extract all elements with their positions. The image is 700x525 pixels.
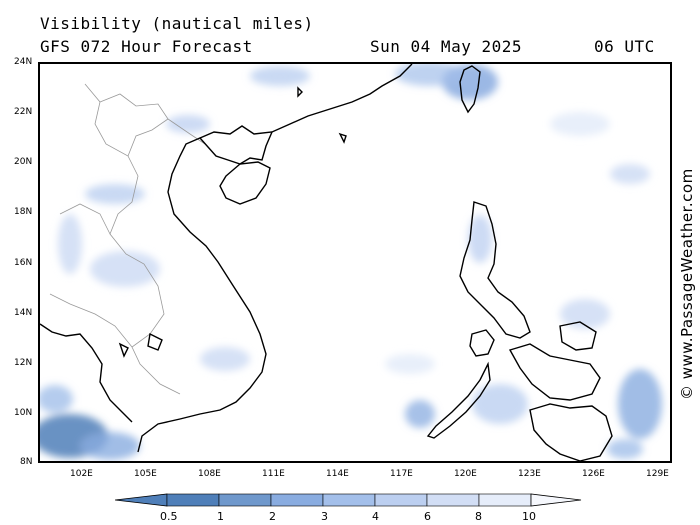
colorbar [115, 493, 582, 507]
islet [338, 132, 347, 144]
colorbar-label: 4 [372, 510, 379, 523]
lon-label-126e: 126E [582, 469, 605, 479]
lat-label-18n: 18N [14, 207, 33, 217]
palawan-island [426, 361, 491, 439]
visibility-patch [618, 369, 662, 439]
colorbar-label: 3 [321, 510, 328, 523]
visayas-islands [508, 343, 601, 401]
forecast-time: 06 UTC [594, 37, 655, 56]
watermark-text: © www.PassageWeather.com [678, 168, 696, 400]
colorbar-label: 8 [475, 510, 482, 523]
country-borders [49, 83, 206, 395]
visibility-patch [58, 214, 82, 274]
chart-title: Visibility (nautical miles) [40, 14, 314, 33]
lat-label-22n: 22N [14, 107, 33, 117]
thailand-coast [40, 323, 133, 423]
lat-label-8n: 8N [20, 457, 33, 467]
forecast-label: GFS 072 Hour Forecast [40, 37, 253, 56]
luzon-island [459, 201, 531, 339]
colorbar-label: 0.5 [160, 510, 178, 523]
visibility-patch [550, 112, 610, 136]
samar-island [559, 321, 597, 351]
colorbar-bin [322, 493, 376, 507]
colorbar-label: 2 [269, 510, 276, 523]
map-canvas [40, 64, 662, 461]
lon-label-108e: 108E [198, 469, 221, 479]
visibility-patch [405, 400, 435, 428]
visibility-patch [200, 347, 250, 371]
lon-label-120e: 120E [454, 469, 477, 479]
border-line [49, 293, 133, 348]
hainan-island [219, 161, 271, 205]
lat-label-14n: 14N [14, 308, 33, 318]
visibility-patch [40, 385, 73, 413]
lat-label-16n: 16N [14, 258, 33, 268]
forecast-date: Sun 04 May 2025 [370, 37, 522, 56]
border-line [84, 83, 181, 395]
vietnam-coast [137, 131, 273, 453]
colorbar-bin [166, 493, 220, 507]
visibility-patch [607, 439, 643, 459]
colorbar-bin [270, 493, 324, 507]
coastlines [40, 64, 613, 461]
mindanao-island [529, 403, 613, 461]
visibility-patch [385, 354, 435, 374]
islet [147, 332, 163, 351]
visibility-patch [560, 299, 610, 329]
colorbar-arrow-high [530, 493, 582, 507]
visibility-patch [468, 215, 492, 263]
colorbar-bin [478, 493, 532, 507]
mindoro-island [469, 329, 495, 357]
lat-label-10n: 10N [14, 408, 33, 418]
visibility-patch [610, 164, 650, 184]
colorbar-bin [218, 493, 272, 507]
lon-label-102e: 102E [70, 469, 93, 479]
colorbar-arrow-low [115, 493, 168, 507]
visibility-patch [85, 184, 145, 204]
visibility-patch [90, 251, 160, 287]
lon-label-114e: 114E [326, 469, 349, 479]
map-panel[interactable] [38, 62, 672, 463]
lat-label-24n: 24N [14, 57, 33, 67]
lat-label-12n: 12N [14, 358, 33, 368]
border-line [59, 203, 111, 235]
colorbar-label: 10 [522, 510, 536, 523]
visibility-patch [80, 432, 140, 460]
border-line [99, 93, 169, 157]
taiwan-island [459, 65, 481, 114]
lon-label-117e: 117E [390, 469, 413, 479]
lon-label-129e: 129E [646, 469, 669, 479]
lon-label-111e: 111E [262, 469, 285, 479]
colorbar-bin [374, 493, 428, 507]
colorbar-bin [426, 493, 480, 507]
colorbar-label: 1 [217, 510, 224, 523]
islet [297, 86, 303, 98]
lon-label-105e: 105E [134, 469, 157, 479]
islet [118, 342, 129, 358]
china-coast [199, 64, 413, 139]
lat-label-20n: 20N [14, 157, 33, 167]
lon-label-123e: 123E [518, 469, 541, 479]
visibility-patch [250, 66, 310, 86]
border-line [167, 118, 206, 145]
visibility-patch [166, 115, 210, 133]
visibility-patch [395, 64, 465, 86]
visibility-shading [40, 64, 662, 460]
visibility-patch [472, 384, 528, 424]
colorbar-label: 6 [424, 510, 431, 523]
